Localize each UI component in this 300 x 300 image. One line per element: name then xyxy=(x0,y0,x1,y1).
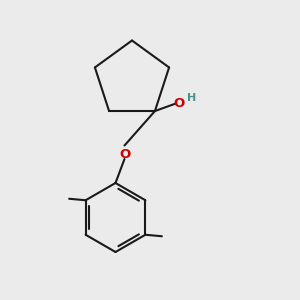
Text: H: H xyxy=(187,93,196,103)
Text: O: O xyxy=(174,97,185,110)
Text: O: O xyxy=(119,148,130,161)
